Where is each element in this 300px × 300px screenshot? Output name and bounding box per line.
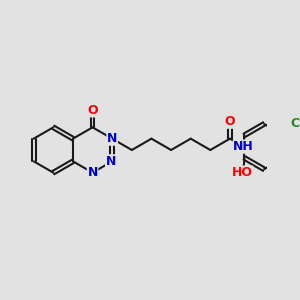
Text: N: N <box>106 155 116 168</box>
Text: Cl: Cl <box>291 117 300 130</box>
Text: NH: NH <box>233 140 254 153</box>
Text: O: O <box>87 104 98 117</box>
Text: N: N <box>107 132 117 145</box>
Text: O: O <box>225 115 235 128</box>
Text: N: N <box>87 166 98 179</box>
Text: HO: HO <box>232 166 253 179</box>
